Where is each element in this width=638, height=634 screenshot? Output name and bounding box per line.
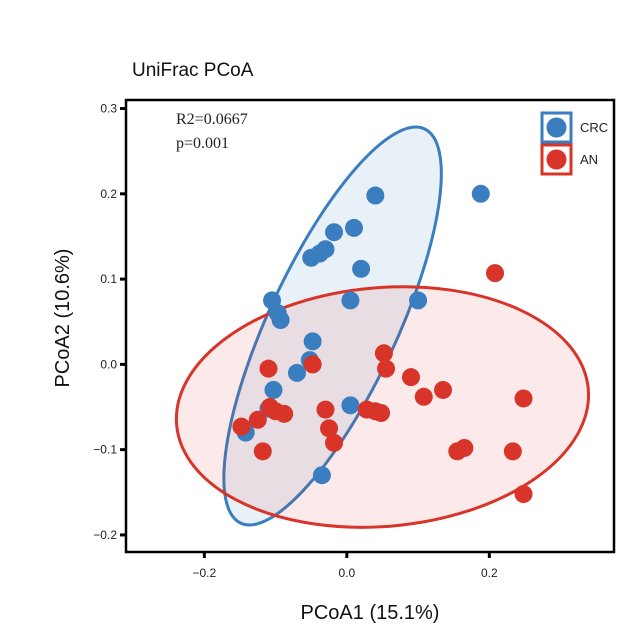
legend-marker-an [546, 149, 567, 170]
y-tick-label: −0.2 [93, 528, 117, 542]
point-an [248, 410, 267, 429]
y-tick-label: 0.2 [100, 187, 117, 201]
point-an [448, 442, 467, 461]
point-an [253, 442, 272, 461]
point-an [486, 264, 505, 283]
point-crc [302, 248, 321, 267]
y-tick-label: −0.1 [93, 443, 117, 457]
x-axis-ticks: −0.2 0.0 0.2 [193, 552, 498, 580]
plot-frame [124, 98, 616, 554]
point-crc [312, 466, 331, 485]
point-an [503, 442, 522, 461]
point-crc [366, 186, 385, 205]
x-tick-label: 0.2 [481, 566, 498, 580]
point-an [275, 404, 294, 423]
point-an [377, 359, 396, 378]
legend-marker-crc [546, 117, 567, 138]
x-tick-label: 0.0 [339, 566, 356, 580]
legend-label-an: AN [580, 152, 598, 167]
chart-title: UniFrac PCoA [132, 60, 254, 81]
point-an [514, 485, 533, 504]
legend-box-crc [540, 111, 573, 144]
y-tick-label: 0.3 [100, 102, 117, 116]
point-crc [352, 259, 371, 278]
point-an [372, 403, 391, 422]
point-an [259, 359, 278, 378]
y-axis-label: PCoA2 (10.6%) [52, 249, 74, 388]
y-tick-label: 0.1 [100, 272, 117, 286]
point-an [325, 433, 344, 452]
point-an [434, 380, 453, 399]
point-crc [344, 218, 363, 237]
point-an [414, 387, 433, 406]
point-crc [303, 332, 322, 351]
stat-p: p=0.001 [176, 135, 229, 152]
point-crc [471, 184, 490, 203]
point-an [303, 355, 322, 374]
legend-label-crc: CRC [580, 120, 608, 135]
legend-box-an [540, 143, 573, 176]
legend: CRC AN [540, 111, 608, 176]
point-crc [325, 223, 344, 242]
point-an [514, 389, 533, 408]
point-an [316, 400, 335, 419]
point-an [232, 417, 251, 436]
point-crc [409, 291, 428, 310]
point-crc [287, 363, 306, 382]
point-an [374, 344, 393, 363]
y-axis-ticks: 0.3 0.2 0.1 0.0 −0.1 −0.2 [93, 102, 126, 542]
point-crc [271, 311, 290, 330]
y-tick-label: 0.0 [100, 357, 117, 371]
confidence-ellipses [174, 125, 591, 529]
point-an [401, 368, 420, 387]
x-axis-label: PCoA1 (15.1%) [301, 602, 440, 624]
stat-r2: R2=0.0667 [176, 111, 248, 128]
x-tick-label: −0.2 [193, 566, 217, 580]
point-crc [341, 291, 360, 310]
point-an [320, 419, 339, 438]
point-crc [264, 380, 283, 399]
point-crc [341, 396, 360, 415]
data-points [232, 184, 533, 504]
